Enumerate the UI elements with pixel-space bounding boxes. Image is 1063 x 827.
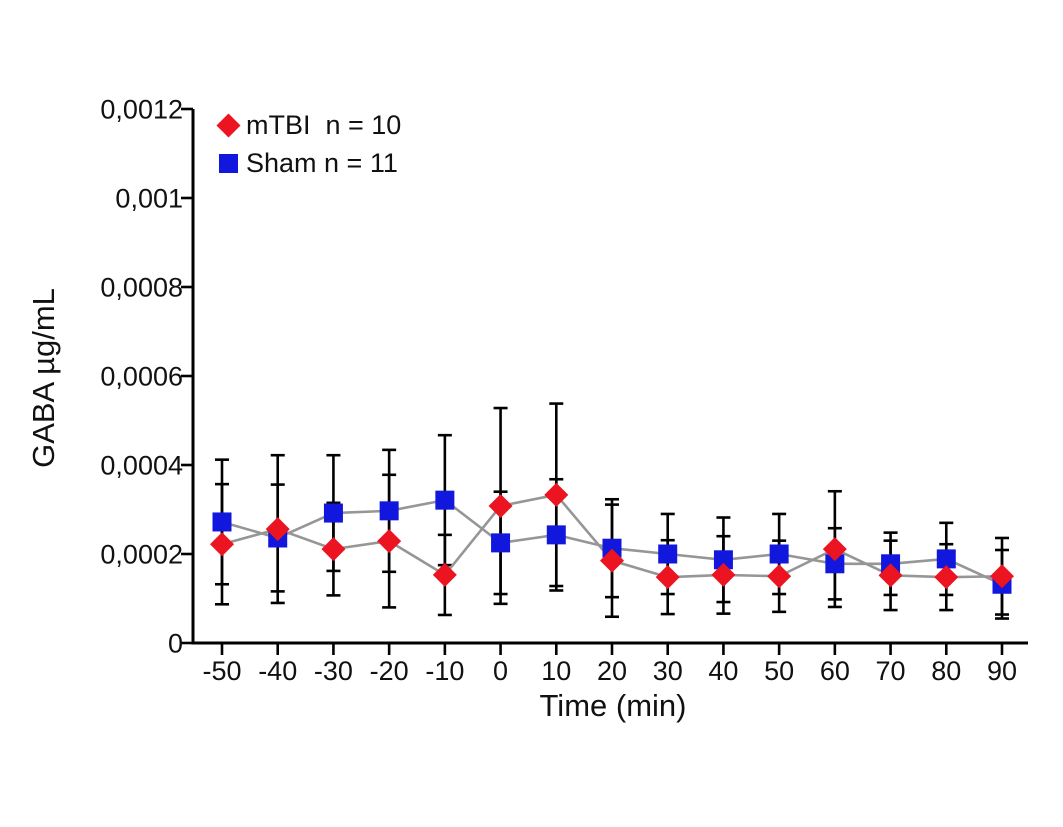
series-mtbi bbox=[210, 482, 1014, 590]
legend-item-mtbi: mTBI n = 10 bbox=[210, 106, 401, 144]
svg-text:80: 80 bbox=[931, 656, 961, 686]
svg-text:-10: -10 bbox=[425, 656, 464, 686]
svg-text:0: 0 bbox=[493, 656, 508, 686]
svg-text:40: 40 bbox=[708, 656, 738, 686]
svg-text:0,0008: 0,0008 bbox=[100, 273, 183, 303]
y-tick-labels: 0 0,0002 0,0004 0,0006 0,0008 0,001 0,0012 bbox=[100, 95, 183, 659]
svg-text:-40: -40 bbox=[258, 656, 297, 686]
sham-square-icon bbox=[218, 153, 238, 173]
legend-item-sham: Sham n = 11 bbox=[210, 144, 401, 182]
svg-text:90: 90 bbox=[987, 656, 1017, 686]
svg-text:30: 30 bbox=[653, 656, 683, 686]
x-tick-labels: -50 -40 -30 -20 -10 0 10 20 30 40 50 60 70 80 90 bbox=[202, 656, 1017, 686]
svg-text:50: 50 bbox=[764, 656, 794, 686]
svg-text:-20: -20 bbox=[370, 656, 409, 686]
legend-label-mtbi: mTBI n = 10 bbox=[246, 109, 402, 140]
svg-text:0,0006: 0,0006 bbox=[100, 362, 183, 392]
y-axis-title: GABA µg/mL bbox=[26, 288, 61, 468]
svg-text:20: 20 bbox=[597, 656, 627, 686]
axes bbox=[181, 107, 1028, 655]
svg-text:0,0002: 0,0002 bbox=[100, 540, 183, 570]
x-axis-title: Time (min) bbox=[539, 688, 687, 723]
svg-text:10: 10 bbox=[541, 656, 571, 686]
legend: mTBI n = 10 Sham n = 11 bbox=[210, 106, 401, 182]
svg-text:0: 0 bbox=[168, 629, 183, 659]
svg-text:-50: -50 bbox=[202, 656, 241, 686]
svg-text:70: 70 bbox=[876, 656, 906, 686]
svg-text:0,0012: 0,0012 bbox=[100, 95, 183, 125]
series-sham bbox=[212, 490, 1012, 594]
svg-text:0,001: 0,001 bbox=[115, 184, 183, 214]
svg-text:60: 60 bbox=[820, 656, 850, 686]
svg-text:-30: -30 bbox=[314, 656, 353, 686]
legend-label-sham: Sham n = 11 bbox=[246, 147, 398, 178]
svg-text:0,0004: 0,0004 bbox=[100, 451, 183, 481]
mtbi-diamond-icon bbox=[215, 112, 241, 138]
